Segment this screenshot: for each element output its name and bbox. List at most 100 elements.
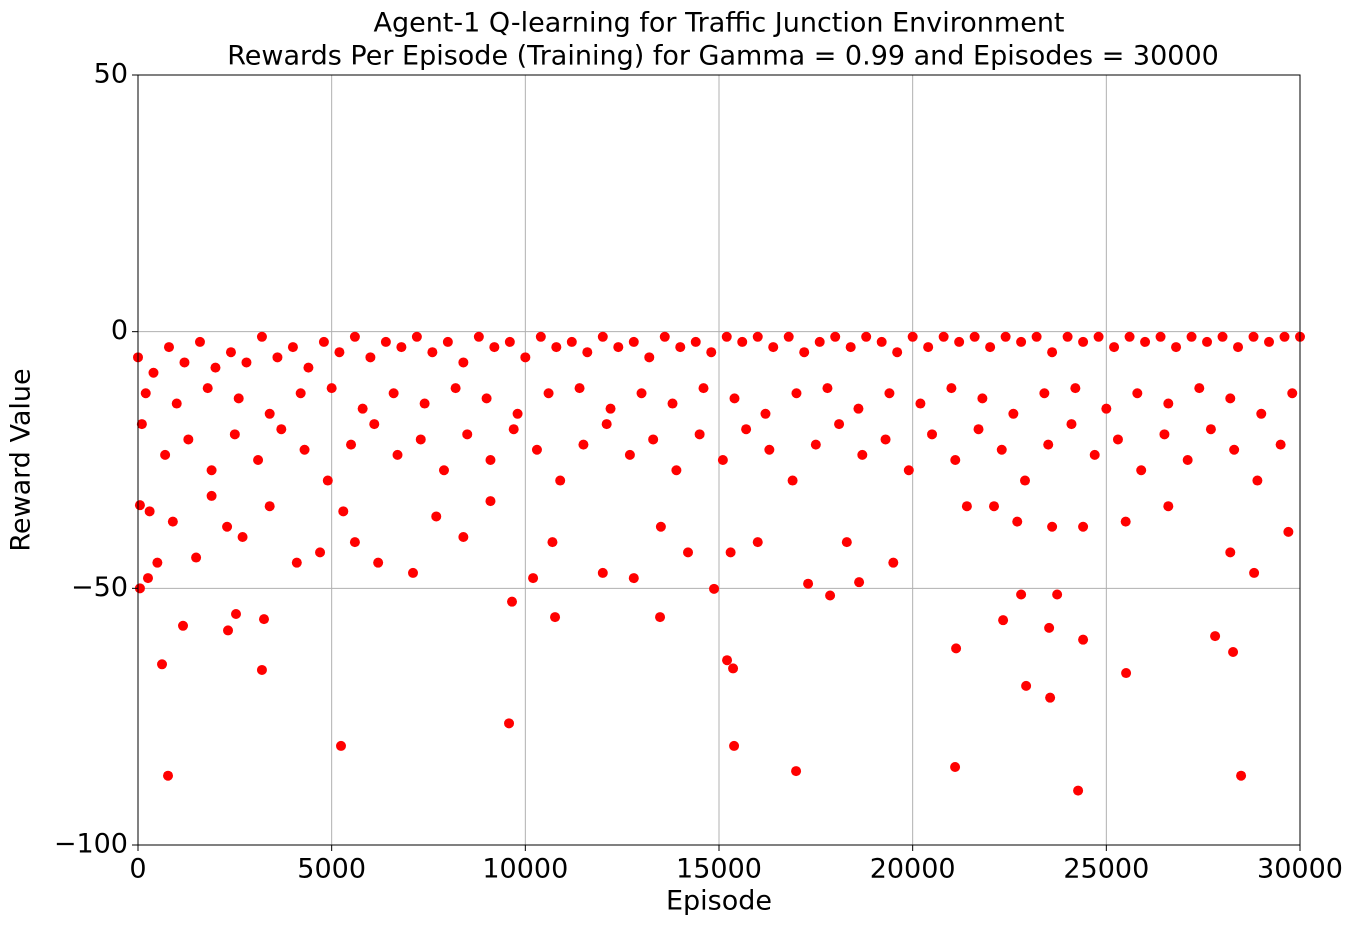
point bbox=[299, 444, 310, 455]
point bbox=[134, 583, 145, 594]
point bbox=[830, 331, 841, 342]
point bbox=[1155, 331, 1166, 342]
x-tick-label: 30000 bbox=[1257, 854, 1343, 885]
point bbox=[655, 612, 666, 623]
point bbox=[722, 655, 733, 666]
point bbox=[1163, 398, 1174, 409]
point bbox=[969, 331, 980, 342]
point bbox=[1073, 785, 1084, 796]
point bbox=[951, 643, 962, 654]
point bbox=[683, 547, 694, 558]
point bbox=[574, 383, 585, 394]
point bbox=[998, 615, 1009, 626]
point bbox=[392, 449, 403, 460]
point bbox=[520, 352, 531, 363]
point bbox=[624, 449, 635, 460]
point bbox=[725, 547, 736, 558]
point bbox=[1136, 465, 1147, 476]
point bbox=[373, 557, 384, 568]
x-axis-label: Episode bbox=[666, 886, 772, 917]
point bbox=[357, 403, 368, 414]
point bbox=[1019, 475, 1030, 486]
point bbox=[528, 573, 539, 584]
point bbox=[142, 573, 153, 584]
point bbox=[241, 357, 252, 368]
point bbox=[1124, 331, 1135, 342]
point bbox=[741, 424, 752, 435]
point bbox=[1283, 526, 1294, 537]
point bbox=[179, 357, 190, 368]
point bbox=[667, 398, 678, 409]
y-axis-label: Reward Value bbox=[6, 368, 37, 551]
point bbox=[613, 342, 624, 353]
point bbox=[799, 347, 810, 358]
point bbox=[167, 516, 178, 527]
point bbox=[876, 336, 887, 347]
point bbox=[450, 383, 461, 394]
point bbox=[1140, 336, 1151, 347]
point bbox=[954, 336, 965, 347]
point bbox=[230, 609, 241, 619]
point bbox=[888, 557, 899, 568]
point bbox=[334, 347, 345, 358]
point bbox=[253, 455, 264, 465]
point bbox=[1047, 521, 1058, 532]
point bbox=[973, 424, 984, 435]
x-tick-label: 5000 bbox=[297, 854, 366, 885]
point bbox=[768, 342, 779, 353]
point bbox=[442, 336, 453, 347]
point bbox=[950, 761, 961, 772]
point bbox=[369, 419, 380, 430]
point bbox=[315, 547, 326, 558]
point bbox=[318, 336, 329, 347]
point bbox=[861, 331, 872, 342]
point bbox=[1078, 521, 1089, 532]
point bbox=[655, 521, 666, 532]
point bbox=[791, 388, 802, 399]
point bbox=[1062, 331, 1073, 342]
point bbox=[349, 537, 360, 548]
point bbox=[814, 336, 825, 347]
point bbox=[1256, 408, 1267, 419]
point bbox=[349, 331, 360, 342]
point bbox=[1279, 331, 1290, 342]
x-tick-label: 10000 bbox=[482, 854, 568, 885]
point bbox=[157, 659, 168, 670]
point bbox=[1052, 589, 1063, 600]
point bbox=[206, 465, 217, 476]
point bbox=[977, 393, 988, 404]
point bbox=[764, 444, 775, 455]
point bbox=[140, 388, 151, 399]
point bbox=[550, 612, 561, 623]
point bbox=[985, 342, 996, 353]
point bbox=[717, 455, 728, 465]
point bbox=[256, 331, 267, 342]
point bbox=[1171, 342, 1182, 353]
point bbox=[264, 501, 275, 512]
point bbox=[1252, 475, 1263, 486]
point bbox=[380, 336, 391, 347]
point bbox=[648, 434, 659, 445]
point bbox=[388, 388, 399, 399]
point bbox=[148, 367, 159, 378]
point bbox=[438, 465, 449, 476]
point bbox=[303, 362, 314, 373]
point bbox=[144, 506, 155, 517]
point bbox=[202, 383, 213, 394]
y-tick-label: −50 bbox=[71, 572, 128, 603]
point bbox=[256, 664, 267, 675]
point bbox=[729, 393, 740, 404]
point bbox=[694, 429, 705, 440]
point bbox=[578, 439, 589, 450]
point bbox=[194, 336, 205, 347]
point bbox=[880, 434, 891, 445]
point bbox=[408, 567, 419, 578]
x-tick-label: 20000 bbox=[870, 854, 956, 885]
point bbox=[178, 620, 189, 631]
point bbox=[1248, 331, 1259, 342]
point bbox=[287, 342, 298, 353]
point bbox=[923, 342, 934, 353]
point bbox=[555, 475, 566, 486]
chart-title: Agent-1 Q-learning for Traffic Junction … bbox=[373, 8, 1064, 39]
point bbox=[787, 475, 798, 486]
